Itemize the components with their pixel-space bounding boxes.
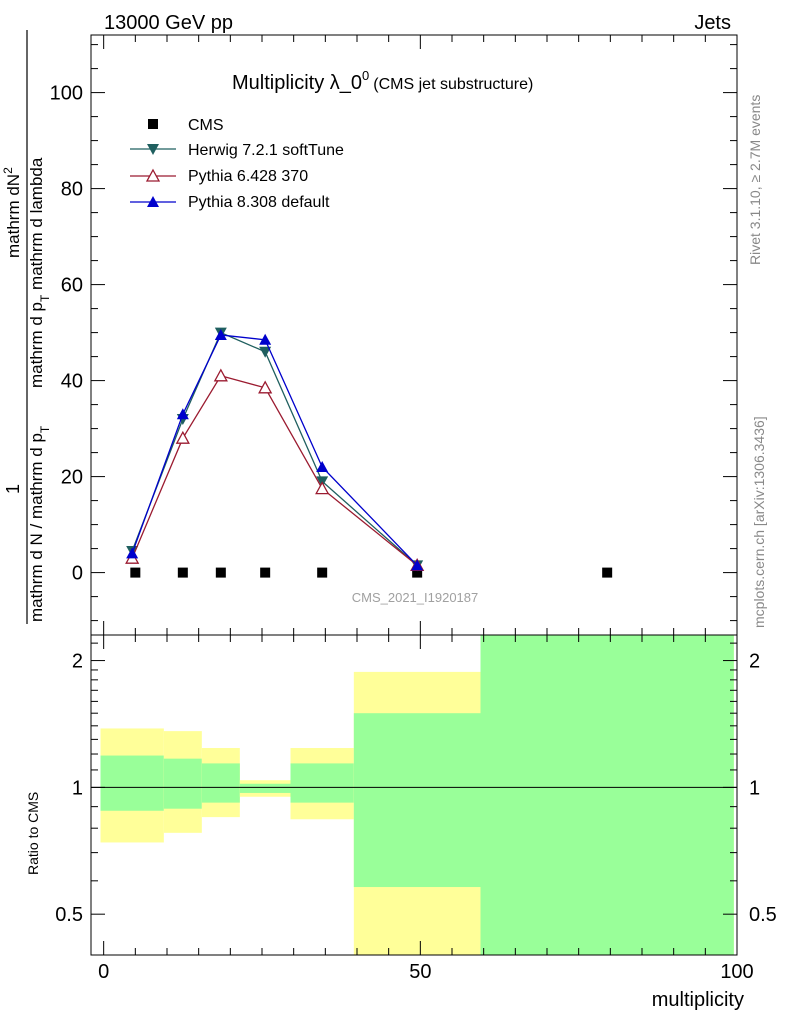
ratio-band-green-3 bbox=[239, 783, 291, 793]
legend-marker-cms bbox=[148, 119, 158, 129]
main-ytick-label: 20 bbox=[61, 467, 83, 489]
legend-label-pythia8: Pythia 8.308 default bbox=[188, 194, 330, 211]
header-jets-label: Jets bbox=[694, 12, 731, 34]
main-ytick-label: 40 bbox=[61, 371, 83, 393]
ratio-ylabel: Ratio to CMS bbox=[25, 792, 41, 875]
data-point-pythia-8-308-default-2 bbox=[214, 329, 227, 340]
data-point-cms-0 bbox=[130, 567, 141, 578]
ratio-ytick-label-right: 2 bbox=[749, 651, 760, 673]
data-point-cms-5 bbox=[412, 567, 423, 578]
data-point-pythia-8-308-default-4 bbox=[316, 461, 329, 472]
ratio-band-green-0 bbox=[100, 755, 164, 811]
ylabel-one: 1 bbox=[3, 484, 23, 494]
xtick-label: 100 bbox=[720, 961, 753, 983]
chart-title: Multiplicity λ_00 (CMS jet substructure) bbox=[232, 68, 533, 94]
ratio-ytick-label-left: 0.5 bbox=[55, 904, 83, 926]
chart-title-main: Multiplicity λ_0 bbox=[232, 72, 362, 94]
data-point-cms-6 bbox=[602, 567, 613, 578]
data-point-pythia-6-428-370-3 bbox=[258, 380, 273, 394]
legend-marker-pythia6 bbox=[145, 168, 161, 182]
ratio-band-green-1 bbox=[163, 758, 202, 809]
main-ytick-label: 0 bbox=[72, 563, 83, 585]
legend-marker-herwig bbox=[147, 144, 159, 155]
data-point-pythia-8-308-default-0 bbox=[126, 547, 139, 559]
data-point-pythia-8-308-default-3 bbox=[259, 333, 272, 345]
ylabel-denominator: mathrm d pT mathrm d lambda bbox=[27, 157, 52, 388]
series-line-pythia-6-428-370 bbox=[131, 375, 418, 566]
xtick-label: 0 bbox=[98, 961, 109, 983]
data-point-cms-4 bbox=[317, 567, 328, 578]
chart-subtitle: (CMS jet substructure) bbox=[373, 76, 533, 93]
ratio-band-green-4 bbox=[290, 763, 354, 803]
data-point-pythia-8-308-default-5 bbox=[411, 559, 424, 571]
series-line-herwig-7-2-1-softtune bbox=[131, 331, 418, 566]
ratio-ytick-label-right: 0.5 bbox=[749, 904, 777, 926]
data-point-pythia-8-308-default-1 bbox=[176, 408, 189, 420]
mcplots-label: mcplots.cern.ch [arXiv:1306.3436] bbox=[751, 416, 767, 628]
xtick-label: 50 bbox=[409, 961, 431, 983]
xlabel: multiplicity bbox=[652, 989, 744, 1011]
main-ytick-label: 60 bbox=[61, 275, 83, 297]
legend-marker-pythia8 bbox=[147, 196, 159, 207]
rivet-version-label: Rivet 3.1.10, ≥ 2.7M events bbox=[747, 95, 763, 265]
ratio-plot-area bbox=[91, 635, 737, 955]
data-point-cms-2 bbox=[215, 567, 226, 578]
main-ytick-label: 100 bbox=[50, 83, 83, 105]
data-point-pythia-6-428-370-4 bbox=[315, 481, 330, 495]
data-point-pythia-6-428-370-2 bbox=[213, 368, 228, 382]
legend-label-herwig: Herwig 7.2.1 softTune bbox=[188, 142, 344, 159]
axis-ticks: 0 20 40 60 80 100 0 50 100 0.5 0.5 1 1 2 2 bbox=[50, 35, 777, 983]
ratio-band-green-6 bbox=[480, 635, 734, 955]
main-plot-area bbox=[125, 327, 613, 578]
series-line-pythia-8-308-default bbox=[131, 334, 418, 566]
analysis-watermark: CMS_2021_I1920187 bbox=[352, 590, 479, 605]
ratio-ytick-label-left: 2 bbox=[72, 651, 83, 673]
ratio-ytick-label-left: 1 bbox=[72, 777, 83, 799]
ylabel-frac-den1: mathrm d N / mathrm d pT bbox=[27, 425, 52, 622]
ratio-band-green-5 bbox=[353, 713, 481, 888]
main-ytick-label: 80 bbox=[61, 179, 83, 201]
ratio-frame bbox=[90, 634, 738, 956]
data-point-cms-1 bbox=[177, 567, 188, 578]
legend: CMS Herwig 7.2.1 softTune Pythia 6.428 3… bbox=[130, 117, 344, 211]
data-point-pythia-6-428-370-1 bbox=[175, 430, 190, 444]
chart-title-sup: 0 bbox=[362, 68, 369, 83]
legend-label-pythia6: Pythia 6.428 370 bbox=[188, 168, 308, 185]
legend-label-cms: CMS bbox=[188, 117, 224, 134]
main-ylabel: mathrm d N / mathrm d pT 1 mathrm dN2 ma… bbox=[1, 30, 52, 624]
header-energy-label: 13000 GeV pp bbox=[104, 12, 233, 34]
data-point-herwig-7-2-1-softtune-3 bbox=[259, 346, 272, 358]
ylabel-numerator: mathrm dN2 bbox=[1, 167, 23, 258]
ratio-ytick-label-right: 1 bbox=[749, 777, 760, 799]
ratio-band-green-2 bbox=[201, 763, 240, 803]
data-point-cms-3 bbox=[260, 567, 271, 578]
